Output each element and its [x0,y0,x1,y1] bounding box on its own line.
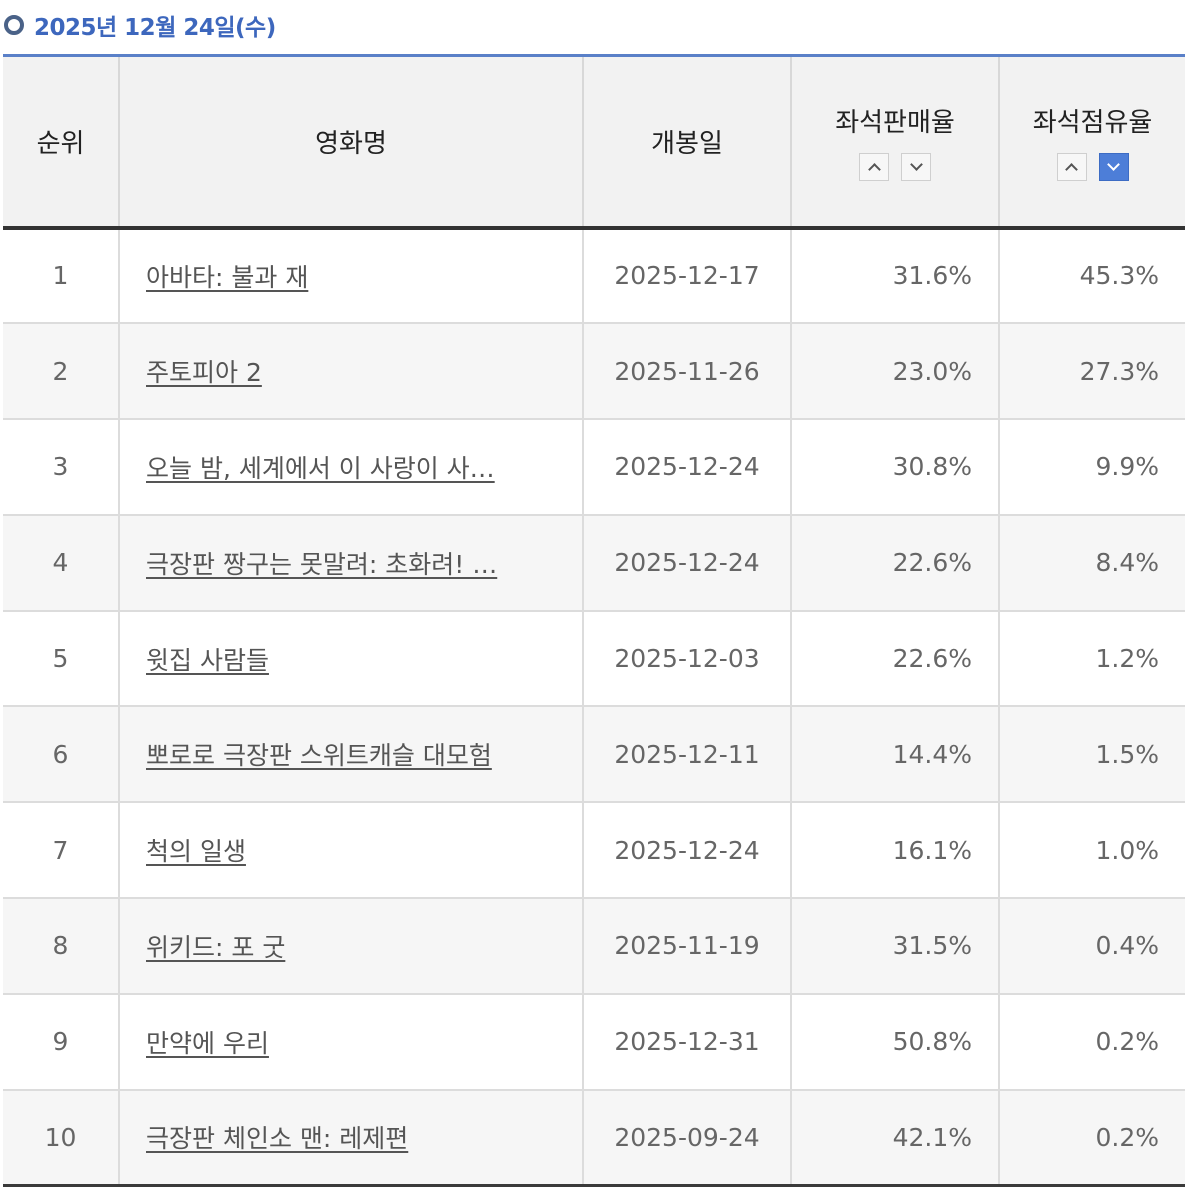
table-row: 5 윗집 사람들 2025-12-03 22.6% 1.2% [3,610,1185,708]
table-header-row: 순위 영화명 개봉일 좌석판매율 좌석점유율 [3,55,1185,230]
circle-bullet-icon [4,15,24,35]
movie-title-link[interactable]: 오늘 밤, 세계에서 이 사랑이 사… [146,453,495,483]
rank-cell: 9 [3,993,120,1091]
share-rate-sort-asc-button[interactable] [1056,152,1087,181]
sales-rate-sort-asc-button[interactable] [859,152,889,181]
open-date-cell: 2025-12-24 [583,514,792,612]
seat-share-rate-cell: 27.3% [999,323,1185,421]
table-body: 1 아바타: 불과 재 2025-12-17 31.6% 45.3% 2 주토피아 2 202… [3,227,1185,1186]
share-rate-sort-desc-button[interactable] [1098,152,1129,181]
title-cell: 아바타: 불과 재 [119,227,584,325]
title-cell: 뽀로로 극장판 스위트캐슬 대모험 [119,706,584,804]
seat-share-rate-cell: 0.2% [999,1089,1185,1186]
col-header-rank: 순위 [3,55,120,230]
rank-cell: 6 [3,706,120,804]
table-row: 4 극장판 짱구는 못말려: 초화려! … 2025-12-24 22.6% 8.4% [3,514,1185,612]
open-date-cell: 2025-12-11 [583,706,792,804]
chevron-down-icon [909,157,923,171]
chevron-up-icon [1065,162,1078,176]
table-row: 9 만약에 우리 2025-12-31 50.8% 0.2% [3,993,1185,1091]
seat-sales-rate-cell: 22.6% [791,610,1000,708]
title-cell: 위키드: 포 굿 [119,898,584,995]
table-row: 1 아바타: 불과 재 2025-12-17 31.6% 45.3% [3,227,1185,325]
movie-title-link[interactable]: 위키드: 포 굿 [146,932,286,962]
date-header: 2025년 12월 24일(수) [4,8,276,42]
open-date-cell: 2025-12-24 [583,419,792,516]
share-rate-sort-controls [1000,152,1185,181]
seat-sales-rate-cell: 31.6% [791,227,1000,325]
col-header-seat-share-rate: 좌석점유율 [999,55,1185,230]
table-row: 7 척의 일생 2025-12-24 16.1% 1.0% [3,802,1185,900]
rank-cell: 3 [3,419,120,516]
title-cell: 만약에 우리 [119,993,584,1091]
chevron-up-icon [867,162,881,176]
seat-sales-rate-cell: 14.4% [791,706,1000,804]
col-header-title: 영화명 [119,55,584,230]
open-date-cell: 2025-12-03 [583,610,792,708]
seat-sales-rate-cell: 22.6% [791,514,1000,612]
rank-cell: 8 [3,898,120,995]
seat-sales-rate-cell: 50.8% [791,993,1000,1091]
col-header-open-date: 개봉일 [583,55,792,230]
title-cell: 척의 일생 [119,802,584,900]
seat-sales-rate-cell: 42.1% [791,1089,1000,1186]
col-header-seat-sales-rate: 좌석판매율 [791,55,1000,230]
seat-sales-rate-cell: 23.0% [791,323,1000,421]
open-date-cell: 2025-11-26 [583,323,792,421]
seat-share-rate-cell: 0.4% [999,898,1185,995]
chevron-down-icon [1107,157,1120,171]
title-cell: 윗집 사람들 [119,610,584,708]
sales-rate-sort-desc-button[interactable] [901,152,931,181]
table-row: 2 주토피아 2 2025-11-26 23.0% 27.3% [3,323,1185,421]
seat-share-rate-cell: 9.9% [999,419,1185,516]
rank-cell: 4 [3,514,120,612]
movie-title-link[interactable]: 만약에 우리 [146,1028,269,1058]
open-date-cell: 2025-12-24 [583,802,792,900]
open-date-cell: 2025-12-17 [583,227,792,325]
rank-cell: 1 [3,227,120,325]
table-row: 8 위키드: 포 굿 2025-11-19 31.5% 0.4% [3,898,1185,995]
title-cell: 극장판 짱구는 못말려: 초화려! … [119,514,584,612]
open-date-cell: 2025-11-19 [583,898,792,995]
table-row: 6 뽀로로 극장판 스위트캐슬 대모험 2025-12-11 14.4% 1.5% [3,706,1185,804]
movie-title-link[interactable]: 뽀로로 극장판 스위트캐슬 대모험 [146,741,492,771]
table-row: 10 극장판 체인소 맨: 레제편 2025-09-24 42.1% 0.2% [3,1089,1185,1186]
rank-cell: 2 [3,323,120,421]
movie-title-link[interactable]: 극장판 체인소 맨: 레제편 [146,1124,409,1154]
sales-rate-sort-controls [792,152,998,181]
rank-cell: 10 [3,1089,120,1186]
title-cell: 주토피아 2 [119,323,584,421]
movie-title-link[interactable]: 윗집 사람들 [146,645,269,675]
movie-title-link[interactable]: 주토피아 2 [146,358,262,388]
seat-sales-rate-cell: 30.8% [791,419,1000,516]
date-title: 2025년 12월 24일(수) [34,15,276,41]
movie-title-link[interactable]: 척의 일생 [146,837,246,867]
table-row: 3 오늘 밤, 세계에서 이 사랑이 사… 2025-12-24 30.8% 9.9% [3,419,1185,516]
open-date-cell: 2025-12-31 [583,993,792,1091]
seat-share-rate-cell: 45.3% [999,227,1185,325]
movie-title-link[interactable]: 극장판 짱구는 못말려: 초화려! … [146,549,498,579]
seat-share-rate-cell: 1.5% [999,706,1185,804]
movie-title-link[interactable]: 아바타: 불과 재 [146,262,309,292]
seat-sales-rate-cell: 31.5% [791,898,1000,995]
seat-share-table: 순위 영화명 개봉일 좌석판매율 좌석점유율 [3,54,1185,1187]
seat-share-rate-cell: 1.0% [999,802,1185,900]
seat-share-rate-cell: 0.2% [999,993,1185,1091]
title-cell: 극장판 체인소 맨: 레제편 [119,1089,584,1186]
rank-cell: 7 [3,802,120,900]
seat-sales-rate-cell: 16.1% [791,802,1000,900]
open-date-cell: 2025-09-24 [583,1089,792,1186]
seat-share-rate-cell: 8.4% [999,514,1185,612]
seat-share-rate-cell: 1.2% [999,610,1185,708]
title-cell: 오늘 밤, 세계에서 이 사랑이 사… [119,419,584,516]
rank-cell: 5 [3,610,120,708]
